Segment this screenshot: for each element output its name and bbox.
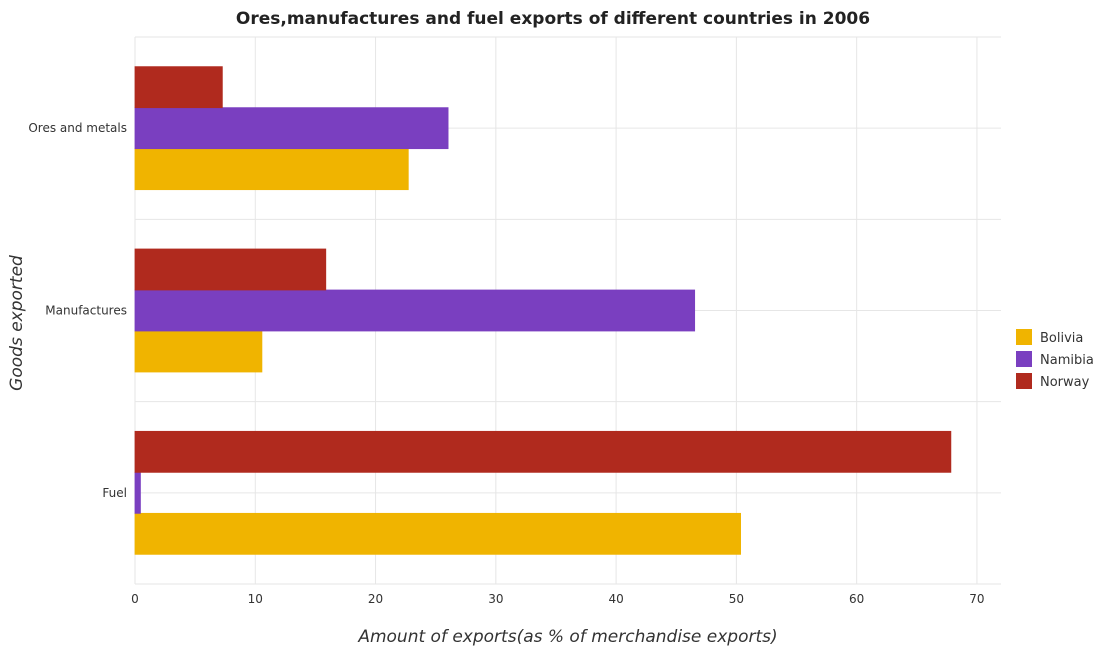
y-axis-label: Goods exported: [7, 255, 27, 391]
bar-norway-ores-and-metals: [134, 66, 223, 109]
bar-bolivia-manufactures: [134, 330, 263, 373]
x-tick-label: 0: [131, 592, 139, 606]
bar-namibia-ores-and-metals: [134, 107, 449, 150]
y-tick-label: Ores and metals: [28, 121, 127, 135]
legend-swatch-bolivia: [1016, 329, 1032, 345]
x-tick-label: 60: [849, 592, 864, 606]
bar-namibia-fuel: [134, 471, 141, 514]
bar-namibia-manufactures: [134, 289, 696, 332]
y-tick-label: Fuel: [102, 486, 127, 500]
x-tick-label: 70: [969, 592, 984, 606]
x-tick-label: 30: [488, 592, 503, 606]
legend-swatch-norway: [1016, 373, 1032, 389]
x-axis-label: Amount of exports(as % of merchandise ex…: [357, 627, 777, 647]
x-tick-label: 50: [729, 592, 744, 606]
y-tick-label: Manufactures: [45, 304, 127, 318]
legend-label-bolivia: Bolivia: [1040, 331, 1083, 346]
x-tick-label: 40: [608, 592, 623, 606]
bar-bolivia-fuel: [134, 512, 741, 555]
bar-norway-fuel: [134, 430, 952, 473]
bars: [134, 66, 952, 555]
legend-label-norway: Norway: [1040, 375, 1090, 390]
x-tick-label: 20: [368, 592, 383, 606]
legend: Bolivia Namibia Norway: [1016, 329, 1094, 390]
chart-title: Ores,manufactures and fuel exports of di…: [236, 9, 870, 29]
x-tick-label: 10: [248, 592, 263, 606]
bar-bolivia-ores-and-metals: [134, 148, 409, 191]
bar-norway-manufactures: [134, 248, 327, 291]
axis-ticks: 0 10 20 30 40 50 60 70 Ores and metals Manufactur…: [28, 121, 984, 606]
legend-label-namibia: Namibia: [1040, 353, 1094, 368]
legend-swatch-namibia: [1016, 351, 1032, 367]
